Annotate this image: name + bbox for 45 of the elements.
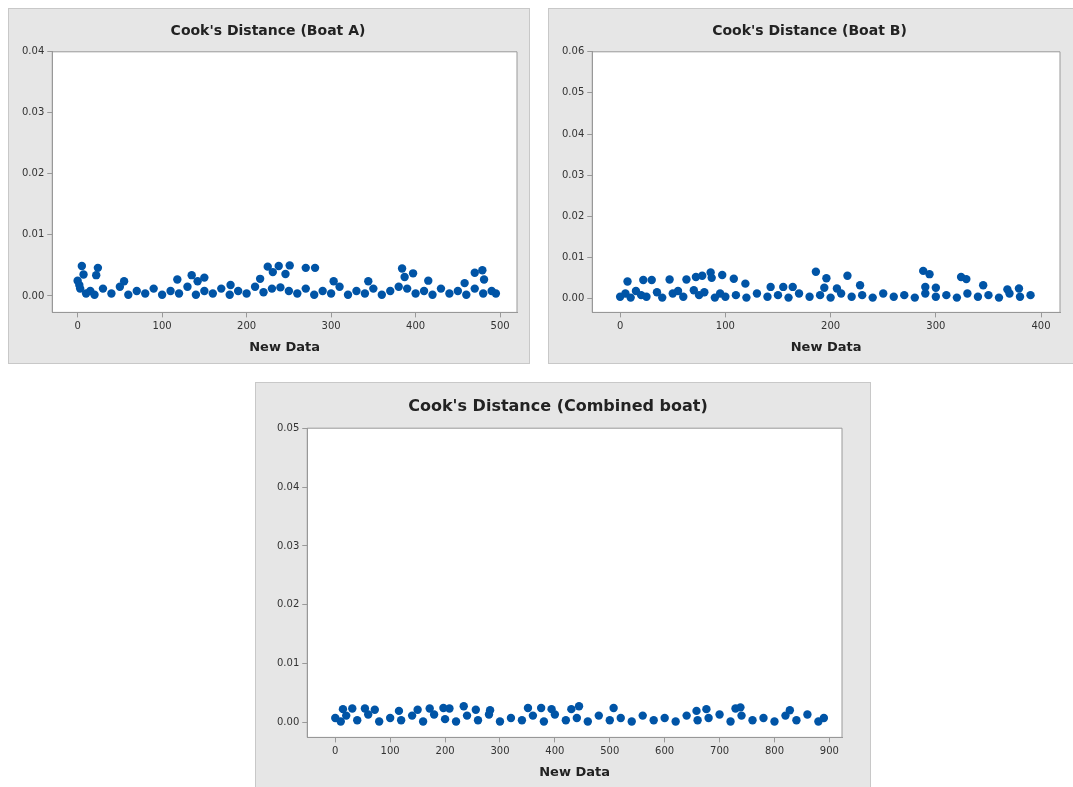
x-tick-label: 300: [321, 319, 341, 331]
x-tick-label: 500: [490, 319, 510, 331]
y-tick-label: 0.02: [562, 209, 585, 221]
x-tick-label: 900: [819, 744, 839, 756]
y-tick-label: 0.01: [562, 250, 585, 262]
x-tick-label: 400: [406, 319, 426, 331]
y-tick-label: 0.00: [277, 716, 300, 728]
y-tick-label: 0.06: [562, 45, 585, 57]
y-tick-label: 0.04: [22, 45, 45, 57]
y-tick-label: 0.00: [22, 289, 45, 301]
y-tick-label: 0.01: [277, 657, 300, 669]
x-tick-label: 100: [380, 744, 400, 756]
x-tick-label: 100: [152, 319, 172, 331]
x-tick-label: 0: [332, 744, 339, 756]
y-tick-label: 0.04: [562, 127, 585, 139]
y-tick-label: 0.02: [22, 167, 45, 179]
x-tick-label: 300: [490, 744, 510, 756]
x-tick-label: 200: [821, 319, 841, 331]
y-tick-label: 0.03: [562, 168, 585, 180]
x-tick-label: 400: [1031, 319, 1051, 331]
chart-title: Cook's Distance (Boat B): [712, 22, 907, 39]
y-tick-label: 0.05: [562, 86, 585, 98]
x-tick-label: 600: [655, 744, 675, 756]
y-tick-label: 0.03: [277, 539, 300, 551]
y-tick-label: 0.01: [22, 228, 45, 240]
y-tick-label: 0.04: [277, 480, 300, 492]
chart-title: Cook's Distance (Boat A): [170, 22, 366, 39]
y-tick-label: 0.02: [277, 598, 300, 610]
y-tick-label: 0.00: [562, 292, 585, 304]
x-tick-label: 500: [600, 744, 620, 756]
x-axis-title: New Data: [249, 338, 321, 354]
x-tick-label: 100: [715, 319, 735, 331]
x-axis-title: New Data: [790, 338, 862, 354]
x-tick-label: 200: [237, 319, 257, 331]
y-tick-label: 0.05: [277, 421, 300, 433]
x-tick-label: 300: [926, 319, 946, 331]
x-tick-label: 200: [435, 744, 455, 756]
x-axis-title: New Data: [539, 763, 611, 779]
x-tick-label: 400: [545, 744, 565, 756]
x-tick-label: 0: [616, 319, 624, 331]
x-tick-label: 700: [710, 744, 730, 756]
y-tick-label: 0.03: [22, 106, 45, 118]
x-tick-label: 800: [764, 744, 785, 756]
x-tick-label: 0: [74, 319, 81, 331]
chart-title: Cook's Distance (Combined boat): [408, 395, 708, 415]
